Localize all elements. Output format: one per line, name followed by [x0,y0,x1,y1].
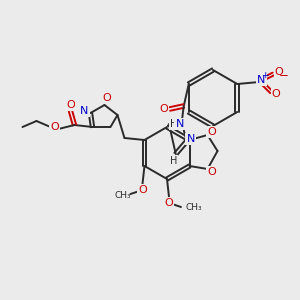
Text: O: O [138,185,147,195]
Text: H: H [170,119,178,129]
Text: O: O [207,127,216,137]
Text: +: + [262,71,269,80]
Text: O: O [102,93,111,103]
Text: O: O [159,104,168,114]
Text: O: O [207,167,216,177]
Text: O: O [66,100,75,110]
Text: H: H [170,156,177,166]
Text: CH₃: CH₃ [185,203,202,212]
Text: CH₃: CH₃ [115,190,131,200]
Text: N: N [176,119,184,129]
Text: O: O [165,198,173,208]
Text: N: N [80,106,89,116]
Text: −: − [278,68,288,82]
Text: O: O [272,89,280,99]
Text: N: N [257,75,266,85]
Text: O: O [275,67,284,77]
Text: O: O [50,122,59,132]
Text: N: N [187,134,195,144]
